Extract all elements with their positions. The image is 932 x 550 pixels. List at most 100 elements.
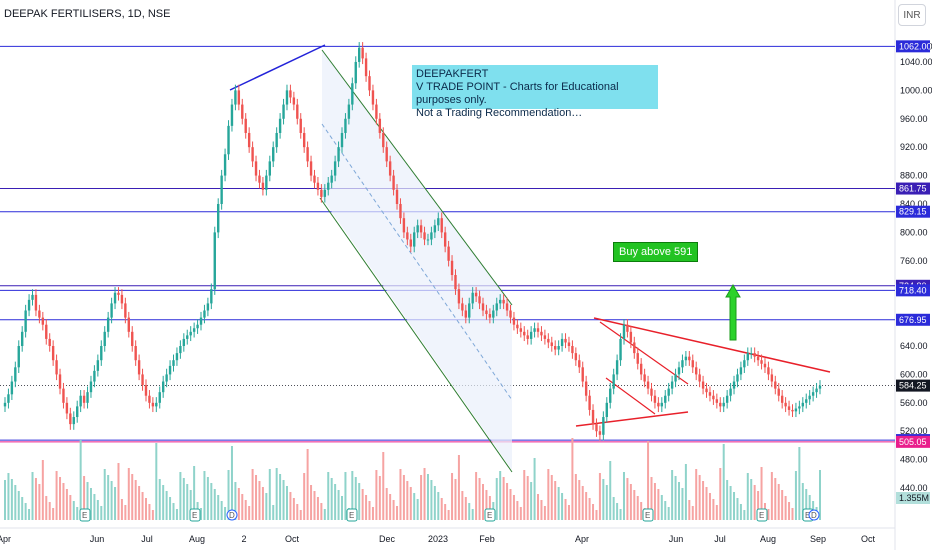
volume-bar [134, 480, 137, 520]
candle-body [213, 232, 216, 290]
dividend-marker-icon[interactable] [808, 509, 820, 521]
volume-bar [4, 480, 6, 520]
volume-bar [110, 481, 113, 520]
candle-body [492, 310, 495, 318]
volume-bar [612, 497, 615, 520]
volume-bar [399, 469, 402, 520]
volume-bar [138, 486, 141, 520]
time-tick-label: Sep [810, 534, 826, 544]
candle-body [179, 346, 182, 354]
volume-bar [144, 498, 147, 520]
volume-bar [158, 479, 161, 520]
price-axis[interactable] [895, 0, 932, 550]
price-level-tag [896, 40, 930, 53]
volume-bar [296, 504, 299, 520]
candle-body [278, 118, 282, 133]
candle-body [230, 104, 234, 126]
price-tick-label: 600.00 [900, 369, 928, 379]
volume-bar [172, 503, 175, 520]
trendline-top [229, 44, 326, 91]
volume-bar [712, 499, 715, 520]
price-level-tag-label: 676.95 [899, 315, 927, 325]
earnings-marker-icon[interactable] [642, 508, 654, 522]
volume-bar [519, 507, 522, 520]
volume-bar [248, 506, 251, 520]
volume-bar [767, 509, 770, 520]
price-level-tag-label: 718.40 [899, 285, 927, 295]
candle-body [261, 182, 265, 190]
candle-body [523, 331, 526, 336]
candle-body [223, 154, 227, 176]
volume-bar [292, 498, 295, 520]
price-tick-label: 1040.00 [900, 57, 932, 67]
marker-letter: E [805, 511, 810, 520]
candle-body [285, 90, 289, 105]
candle-body [340, 132, 344, 148]
volume-bar [89, 488, 92, 520]
candle-body [292, 97, 296, 105]
channel-fill [322, 50, 512, 470]
volume-bar [275, 468, 278, 520]
candle-body [732, 381, 736, 389]
volume-bar [657, 489, 660, 520]
candle-body [498, 299, 502, 304]
volume-bar [574, 474, 577, 520]
volume-bar [691, 506, 694, 520]
candle-body [316, 182, 320, 190]
earnings-marker-icon[interactable] [756, 508, 768, 522]
volume-bar [729, 486, 732, 520]
volume-bar [148, 504, 151, 520]
candle-body [172, 360, 175, 366]
volume-bar [10, 479, 13, 520]
volume-bar [59, 477, 62, 520]
volume-bar [784, 496, 787, 520]
volume-bar [385, 488, 388, 520]
candle-body [485, 310, 488, 315]
candle-body [182, 338, 186, 347]
volume-bar [798, 447, 801, 520]
earnings-marker-icon[interactable] [346, 508, 358, 522]
volume-bar [678, 482, 681, 520]
volume-bar [464, 497, 467, 520]
volume-bar [695, 469, 698, 520]
volume-bar [671, 470, 674, 520]
price-level-tag [896, 284, 930, 297]
earnings-marker-icon[interactable] [484, 508, 496, 522]
candle-body [413, 232, 416, 247]
price-tick-label: 920.00 [900, 142, 928, 152]
volume-bar [378, 476, 381, 520]
candle-body [10, 381, 14, 395]
candle-body [440, 218, 443, 233]
volume-bar [757, 491, 760, 520]
time-tick-label: Aug [760, 534, 776, 544]
volume-bar [598, 473, 601, 520]
volume-bar [416, 499, 419, 520]
volume-bar [523, 470, 526, 520]
candle-body [756, 356, 760, 361]
channel-lower [319, 197, 513, 473]
time-tick-label: Jun [90, 534, 105, 544]
volume-bar [622, 472, 625, 520]
candle-body [371, 90, 375, 105]
candle-body [323, 189, 327, 197]
volume-bar [351, 471, 354, 520]
dividend-marker-icon[interactable] [226, 509, 238, 521]
candle-body [481, 303, 485, 311]
candle-body [354, 61, 357, 84]
volume-bar [722, 444, 725, 520]
volume-bar [681, 488, 684, 520]
volume-bar [337, 490, 340, 520]
earnings-marker-icon[interactable] [189, 508, 201, 522]
volume-bar [794, 471, 797, 520]
candle-body [96, 360, 100, 371]
volume-bar [468, 503, 471, 520]
volume-bar [361, 489, 364, 520]
volume-bar [114, 487, 117, 520]
candle-body [502, 299, 505, 304]
candle-body [753, 353, 756, 357]
earnings-marker-icon[interactable] [79, 508, 91, 522]
candle-body [719, 402, 722, 407]
volume-bar [592, 504, 595, 520]
currency-button[interactable]: INR [898, 4, 926, 26]
